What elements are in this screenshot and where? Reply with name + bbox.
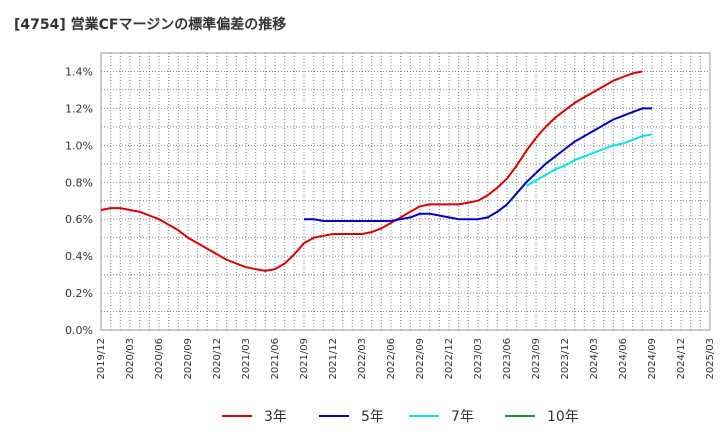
x-axis-ticks: 2019/12 2020/03 2020/06 2020/09 2020/12 2021/… bbox=[96, 338, 716, 380]
series-line-7年 bbox=[525, 133, 653, 187]
x-tick-label: 2020/12 bbox=[212, 338, 223, 380]
legend: 3年 5年 7年 10年 bbox=[0, 404, 720, 428]
legend-item: 10年 bbox=[505, 404, 579, 428]
x-tick-label: 2024/06 bbox=[618, 338, 629, 380]
grid-lines bbox=[101, 53, 710, 330]
y-tick-label: 1.0% bbox=[65, 139, 93, 152]
x-tick-label: 2024/03 bbox=[589, 338, 600, 380]
legend-swatch bbox=[409, 415, 439, 417]
legend-item: 7年 bbox=[409, 404, 474, 428]
x-tick-label: 2022/12 bbox=[444, 338, 455, 380]
x-tick-label: 2022/06 bbox=[386, 338, 397, 380]
legend-swatch bbox=[319, 415, 349, 417]
legend-label: 7年 bbox=[451, 409, 474, 425]
y-tick-label: 0.0% bbox=[65, 324, 93, 337]
y-tick-label: 0.6% bbox=[65, 213, 93, 226]
x-tick-label: 2024/09 bbox=[647, 338, 658, 380]
y-axis-ticks: 0.0% 0.2% 0.4% 0.6% 0.8% 1.0% 1.2% 1.4% bbox=[65, 65, 93, 337]
y-tick-label: 1.4% bbox=[65, 65, 93, 78]
series-line-5年 bbox=[304, 107, 652, 222]
legend-item: 5年 bbox=[319, 404, 384, 428]
x-tick-label: 2021/12 bbox=[328, 338, 339, 380]
x-tick-label: 2023/12 bbox=[560, 338, 571, 380]
chart-title: [4754] 営業CFマージンの標準偏差の推移 bbox=[14, 17, 287, 33]
x-tick-label: 2021/03 bbox=[241, 338, 252, 380]
y-tick-label: 1.2% bbox=[65, 102, 93, 115]
series-lines bbox=[100, 70, 653, 272]
y-tick-label: 0.2% bbox=[65, 287, 93, 300]
y-tick-label: 0.8% bbox=[65, 176, 93, 189]
plot-area bbox=[100, 52, 711, 331]
y-tick-label: 0.4% bbox=[65, 250, 93, 263]
x-tick-label: 2020/06 bbox=[154, 338, 165, 380]
legend-label: 5年 bbox=[361, 409, 384, 425]
x-tick-label: 2024/12 bbox=[676, 338, 687, 380]
x-tick-label: 2022/03 bbox=[357, 338, 368, 380]
x-tick-label: 2023/06 bbox=[502, 338, 513, 380]
legend-label: 10年 bbox=[547, 409, 579, 425]
legend-swatch bbox=[505, 415, 535, 417]
x-tick-label: 2021/09 bbox=[299, 338, 310, 380]
x-tick-label: 2020/03 bbox=[125, 338, 136, 380]
legend-swatch bbox=[222, 415, 252, 417]
x-tick-label: 2023/03 bbox=[473, 338, 484, 380]
x-tick-label: 2022/09 bbox=[415, 338, 426, 380]
series-line-3年 bbox=[100, 70, 643, 272]
x-tick-label: 2025/03 bbox=[705, 338, 716, 380]
legend-item: 3年 bbox=[222, 404, 287, 428]
x-tick-label: 2021/06 bbox=[270, 338, 281, 380]
x-tick-label: 2023/09 bbox=[531, 338, 542, 380]
legend-label: 3年 bbox=[264, 409, 287, 425]
x-tick-label: 2020/09 bbox=[183, 338, 194, 380]
x-tick-label: 2019/12 bbox=[96, 338, 107, 380]
